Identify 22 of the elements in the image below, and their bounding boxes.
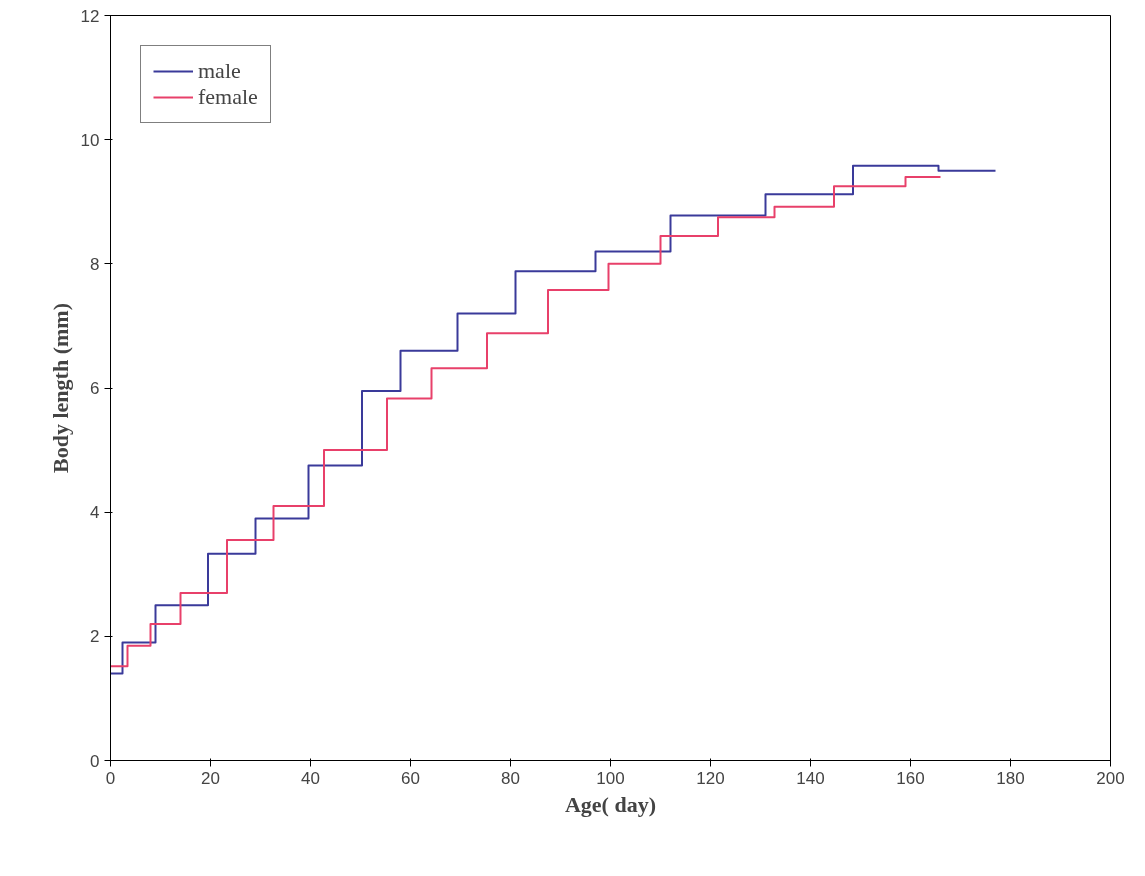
x-tick-label: 20 — [201, 768, 220, 788]
y-tick-label: 10 — [80, 130, 100, 150]
legend-label: female — [198, 84, 258, 110]
y-tick-label: 8 — [90, 254, 100, 274]
x-tick-label: 160 — [896, 768, 925, 788]
y-axis-title: Body length (mm) — [47, 303, 73, 473]
x-axis-title: Age( day) — [564, 791, 657, 817]
y-tick-label: 6 — [90, 379, 100, 398]
x-tick-label: 140 — [796, 768, 825, 788]
x-tick-label: 100 — [596, 768, 625, 788]
x-tick-label: 120 — [696, 768, 725, 788]
legend-label: male — [198, 58, 241, 84]
x-tick-label: 60 — [401, 768, 420, 788]
y-tick-label: 0 — [90, 751, 100, 771]
x-tick-label: 180 — [996, 768, 1025, 788]
x-tick-label: 40 — [301, 768, 320, 788]
x-tick-label: 0 — [105, 768, 116, 788]
y-tick-label: 2 — [90, 627, 100, 647]
y-tick-label: 4 — [90, 503, 100, 523]
y-tick-label: 12 — [80, 6, 100, 26]
x-tick-label: 80 — [501, 768, 520, 788]
x-tick-label: 200 — [1096, 768, 1125, 788]
